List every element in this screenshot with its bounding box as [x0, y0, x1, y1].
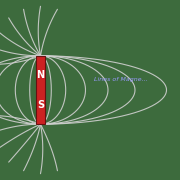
FancyBboxPatch shape — [35, 56, 45, 124]
Text: S: S — [37, 100, 44, 110]
Text: Lines of Magne...: Lines of Magne... — [94, 77, 148, 82]
Text: N: N — [36, 70, 45, 80]
